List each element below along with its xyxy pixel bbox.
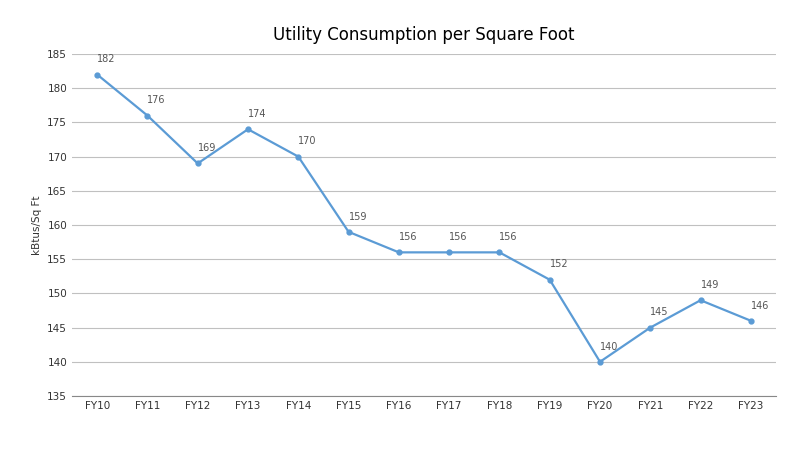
Text: 156: 156 xyxy=(399,232,418,242)
Text: 149: 149 xyxy=(701,280,719,290)
Text: 182: 182 xyxy=(97,54,116,64)
Text: 152: 152 xyxy=(550,260,568,270)
Y-axis label: kBtus/Sq Ft: kBtus/Sq Ft xyxy=(32,195,42,255)
Text: 159: 159 xyxy=(349,212,367,221)
Text: 170: 170 xyxy=(298,136,317,146)
Text: 145: 145 xyxy=(650,307,669,317)
Title: Utility Consumption per Square Foot: Utility Consumption per Square Foot xyxy=(274,26,574,44)
Text: 169: 169 xyxy=(198,143,216,153)
Text: 156: 156 xyxy=(499,232,518,242)
Text: 146: 146 xyxy=(751,301,770,310)
Text: 174: 174 xyxy=(248,109,266,119)
Text: 176: 176 xyxy=(147,95,166,105)
Text: 140: 140 xyxy=(600,342,618,351)
Text: 156: 156 xyxy=(449,232,468,242)
